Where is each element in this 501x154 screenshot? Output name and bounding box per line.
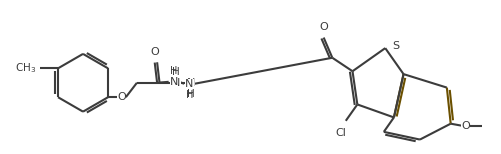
Text: N: N <box>185 79 193 89</box>
Text: H: H <box>187 89 195 99</box>
Text: O: O <box>461 121 470 131</box>
Text: CH$_3$: CH$_3$ <box>15 61 37 75</box>
Text: O: O <box>117 92 126 102</box>
Text: O: O <box>150 47 159 57</box>
Text: S: S <box>392 41 399 51</box>
Text: Cl: Cl <box>336 128 346 138</box>
Text: H: H <box>172 67 180 77</box>
Text: N: N <box>172 78 180 88</box>
Text: N: N <box>170 77 178 87</box>
Text: O: O <box>319 22 328 32</box>
Text: N: N <box>186 78 195 88</box>
Text: H: H <box>170 66 178 76</box>
Text: H: H <box>186 90 193 100</box>
